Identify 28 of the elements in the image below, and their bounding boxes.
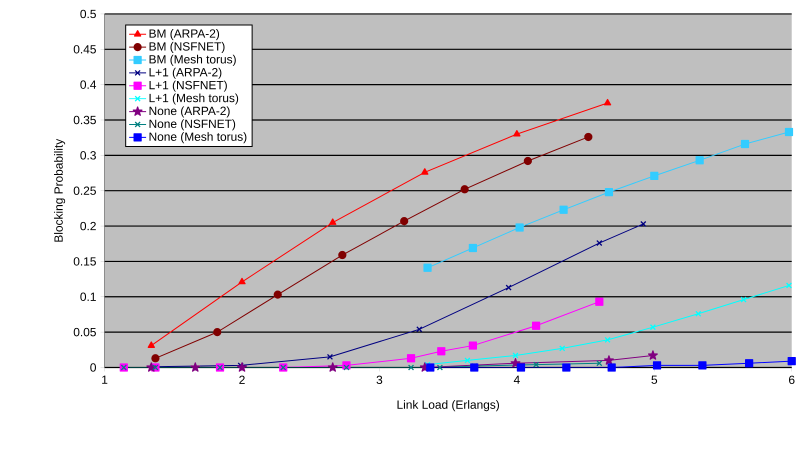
x-tick-label: 3 xyxy=(376,376,382,384)
y-tick-label: 0.5 xyxy=(80,10,96,18)
y-tick-label: 0.25 xyxy=(74,186,96,195)
legend-label: L+1 (Mesh torus) xyxy=(150,93,238,105)
legend-label: None (Mesh torus) xyxy=(150,132,246,144)
y-tick-label: 0.3 xyxy=(80,151,96,160)
y-tick-label: 0.45 xyxy=(74,45,96,54)
y-tick-label: 0.4 xyxy=(80,80,96,89)
x-tick-label: 5 xyxy=(651,376,658,384)
x-axis-title: Link Load (Erlangs) xyxy=(398,400,499,412)
x-tick-label: 6 xyxy=(789,376,795,384)
legend-label: BM (ARPA-2) xyxy=(150,28,220,40)
y-tick-label: 0.15 xyxy=(74,257,96,266)
y-axis-title: Blocking Probability xyxy=(54,138,66,242)
legend-label: L+1 (NSFNET) xyxy=(150,80,227,92)
x-tick-label: 1 xyxy=(102,376,108,384)
y-tick-label: 0.2 xyxy=(80,222,96,230)
x-tick-label: 4 xyxy=(514,376,520,384)
x-tick-label: 2 xyxy=(239,376,245,384)
y-tick-label: 0 xyxy=(90,363,96,372)
legend-label: None (NSFNET) xyxy=(150,119,236,130)
legend-label: BM (Mesh torus) xyxy=(150,54,236,66)
legend-label: None (ARPA-2) xyxy=(150,106,230,118)
legend-label: BM (NSFNET) xyxy=(150,42,225,53)
y-tick-label: 0.05 xyxy=(74,328,96,336)
y-tick-label: 0.1 xyxy=(80,292,96,301)
y-tick-label: 0.35 xyxy=(74,116,96,124)
legend-label: L+1 (ARPA-2) xyxy=(150,68,222,79)
